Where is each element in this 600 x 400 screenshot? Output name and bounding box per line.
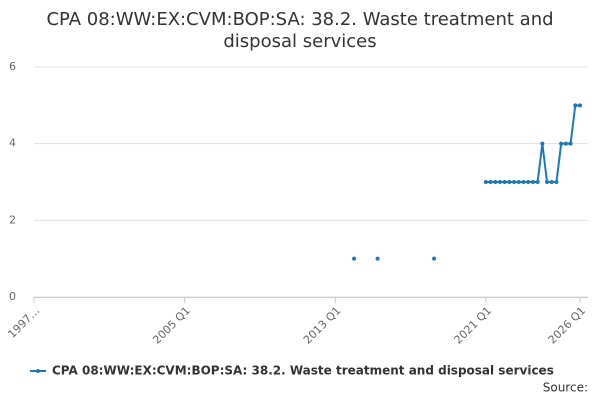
- y-tick-label: 2: [9, 213, 16, 226]
- point: [497, 180, 502, 184]
- point: [573, 103, 578, 108]
- x-tick-label: 1997…: [5, 304, 42, 341]
- point: [507, 180, 512, 184]
- point: [563, 141, 568, 146]
- legend-marker: [36, 369, 40, 373]
- point: [516, 180, 521, 184]
- point: [493, 180, 498, 184]
- y-tick-label: 4: [9, 137, 16, 150]
- point: [554, 180, 559, 184]
- point: [526, 180, 531, 184]
- point: [483, 180, 488, 184]
- point: [535, 180, 540, 184]
- point: [512, 180, 517, 184]
- point: [559, 141, 564, 146]
- x-tick-label: 2013 Q1: [301, 304, 344, 347]
- point: [549, 180, 554, 184]
- point: [375, 256, 380, 261]
- source: Source:: [543, 381, 588, 395]
- chart-title: disposal services: [223, 31, 376, 52]
- x-tick-label: 2005 Q1: [150, 304, 193, 347]
- y-tick-label: 0: [9, 290, 16, 303]
- point: [488, 180, 493, 184]
- point: [545, 180, 550, 184]
- chart-title: CPA 08:WW:EX:CVM:BOP:SA: 38.2. Waste tre…: [46, 9, 553, 30]
- point: [530, 180, 535, 184]
- point: [502, 180, 507, 184]
- x-tick-label: 2026 Q1: [546, 304, 589, 347]
- point: [521, 180, 526, 184]
- legend-label: CPA 08:WW:EX:CVM:BOP:SA: 38.2. Waste tre…: [52, 364, 554, 378]
- y-tick-label: 6: [9, 60, 16, 73]
- point: [352, 256, 357, 261]
- x-tick-label: 2021 Q1: [452, 304, 495, 347]
- point: [540, 141, 545, 146]
- point: [578, 103, 582, 108]
- point: [432, 256, 437, 261]
- point: [568, 141, 573, 146]
